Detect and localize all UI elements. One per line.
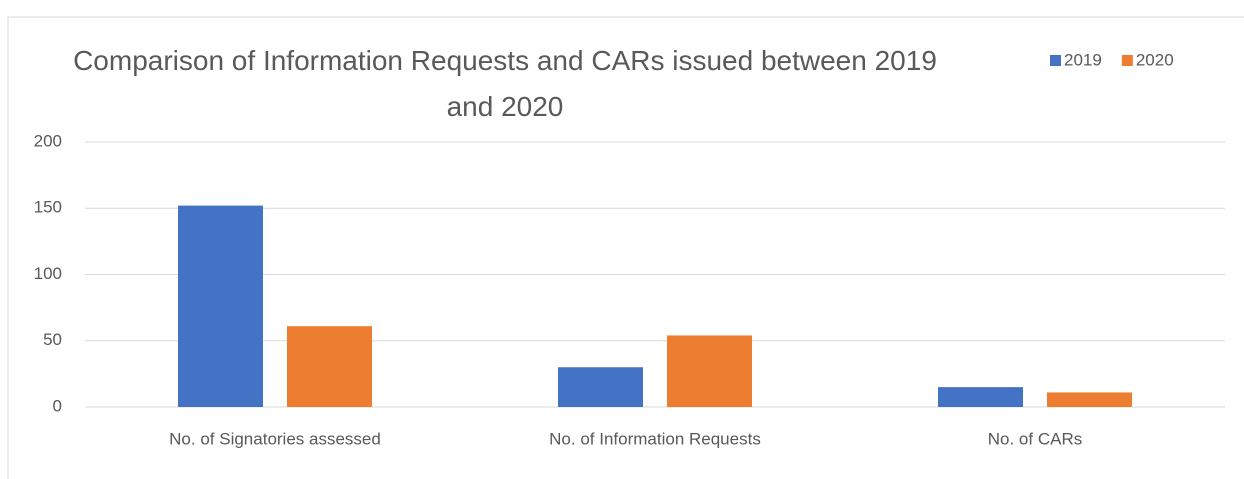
y-tick-label: 0 [53,396,62,415]
legend-label: 2020 [1136,50,1174,69]
bar [1047,392,1132,407]
bar [667,335,752,407]
bar [558,367,643,407]
x-tick-label: No. of Information Requests [549,429,761,448]
y-tick-label: 200 [34,131,62,150]
y-tick-label: 50 [43,330,62,349]
legend-label: 2019 [1064,50,1102,69]
y-tick-label: 100 [34,264,62,283]
bar [178,205,263,407]
chart-frame [7,16,1244,479]
bar [287,326,372,407]
x-tick-label: No. of CARs [988,429,1082,448]
legend-swatch [1050,55,1061,66]
bar [938,387,1023,407]
y-tick-label: 150 [34,198,62,217]
chart-title: Comparison of Information Requests and C… [73,45,937,122]
x-tick-label: No. of Signatories assessed [169,429,381,448]
legend-swatch [1121,55,1133,66]
